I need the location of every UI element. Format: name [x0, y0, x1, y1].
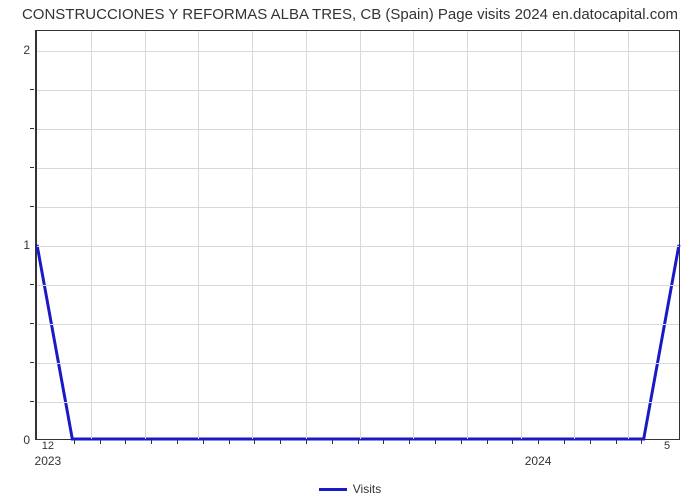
legend: Visits	[0, 482, 700, 496]
x-minor-tick	[151, 440, 152, 444]
series-line	[37, 31, 679, 439]
x-minor-tick	[512, 440, 513, 444]
x-minor-tick	[616, 440, 617, 444]
grid-h	[37, 246, 679, 247]
y-minor-tick	[30, 167, 34, 168]
x-tick-label: 5	[664, 440, 670, 452]
grid-h	[37, 402, 679, 403]
x-minor-tick	[641, 440, 642, 444]
grid-v	[628, 31, 629, 439]
x-minor-tick	[229, 440, 230, 444]
x-minor-tick	[590, 440, 591, 444]
y-minor-tick	[30, 362, 34, 363]
y-tick-label: 1	[10, 238, 30, 252]
x-year-label: 2023	[35, 454, 62, 468]
grid-v	[467, 31, 468, 439]
grid-h	[37, 51, 679, 52]
grid-h	[37, 285, 679, 286]
x-minor-tick	[280, 440, 281, 444]
grid-v	[521, 31, 522, 439]
grid-v	[145, 31, 146, 439]
grid-v	[306, 31, 307, 439]
y-minor-tick	[30, 401, 34, 402]
legend-label: Visits	[353, 482, 381, 496]
y-minor-tick	[30, 323, 34, 324]
x-tick-label: 12	[42, 440, 54, 452]
y-minor-tick	[30, 128, 34, 129]
grid-h	[37, 129, 679, 130]
legend-swatch	[319, 488, 347, 491]
x-minor-tick	[564, 440, 565, 444]
y-tick-label: 0	[10, 433, 30, 447]
y-tick-label: 2	[10, 43, 30, 57]
x-minor-tick	[100, 440, 101, 444]
chart-title: CONSTRUCCIONES Y REFORMAS ALBA TRES, CB …	[0, 0, 700, 23]
x-minor-tick	[74, 440, 75, 444]
chart-container: CONSTRUCCIONES Y REFORMAS ALBA TRES, CB …	[0, 0, 700, 500]
grid-h	[37, 168, 679, 169]
x-minor-tick	[203, 440, 204, 444]
x-minor-tick	[177, 440, 178, 444]
grid-h	[37, 90, 679, 91]
x-minor-tick	[409, 440, 410, 444]
grid-h	[37, 207, 679, 208]
grid-v	[91, 31, 92, 439]
x-minor-tick	[383, 440, 384, 444]
x-minor-tick	[435, 440, 436, 444]
y-minor-tick	[30, 206, 34, 207]
x-minor-tick	[306, 440, 307, 444]
grid-v	[360, 31, 361, 439]
grid-h	[37, 324, 679, 325]
grid-v	[252, 31, 253, 439]
x-minor-tick	[461, 440, 462, 444]
grid-h	[37, 363, 679, 364]
x-minor-tick	[332, 440, 333, 444]
x-minor-tick	[358, 440, 359, 444]
x-minor-tick	[254, 440, 255, 444]
x-year-label: 2024	[525, 454, 552, 468]
grid-v	[574, 31, 575, 439]
plot-area	[35, 30, 680, 440]
y-minor-tick	[30, 284, 34, 285]
y-minor-tick	[30, 89, 34, 90]
grid-v	[413, 31, 414, 439]
x-minor-tick	[538, 440, 539, 444]
x-minor-tick	[125, 440, 126, 444]
x-minor-tick	[487, 440, 488, 444]
grid-v	[198, 31, 199, 439]
